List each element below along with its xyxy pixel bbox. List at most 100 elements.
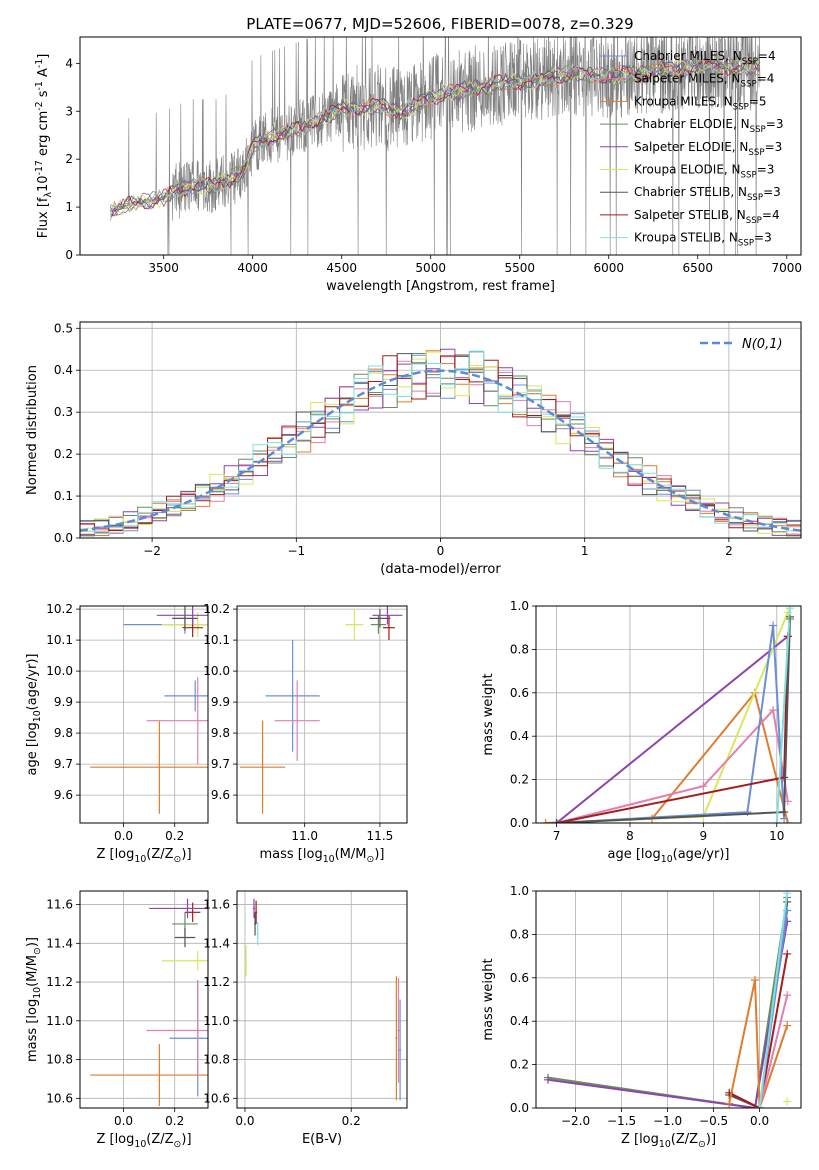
legend-label: N(0,1) [742, 337, 783, 352]
weight-marker [783, 949, 792, 958]
y-axis-label: Normed distribution [25, 365, 40, 495]
panel-mass-weight-vs-age: 7 8 9 10 0.0 0.2 0.4 0.6 0.8 1.0 age [log10(age/yr… [481, 599, 802, 865]
x-tick-label: −2.0 [561, 1114, 590, 1128]
x-axis-label: age [log10(age/yr)] [608, 847, 730, 865]
plot-area [109, 37, 761, 255]
y-tick-label: 3 [65, 104, 73, 118]
panel-spectrum: 3500 4000 4500 5000 5500 6000 6500 7000 0 1 2 3 4 wav… [34, 36, 802, 294]
legend-label-6: Chabrier STELIB, NSSP=3 [634, 185, 781, 203]
errorbar-point-7 [372, 606, 403, 625]
histogram-8 [80, 350, 801, 534]
histogram-6 [80, 353, 801, 532]
y-tick-label: 9.6 [211, 788, 230, 802]
legend-label-3: Chabrier ELODIE, NSSP=3 [634, 117, 783, 135]
y-tick-label: 11.4 [203, 936, 230, 950]
weight-marker [783, 991, 792, 1000]
weight-marker [780, 808, 789, 817]
errorbar-point-1 [397, 978, 400, 1083]
panel-residuals: −2 −1 0 1 2 0.0 0.1 0.2 0.3 0.4 0.5 (data-model)/er… [25, 321, 802, 577]
y-tick-label: 0.2 [510, 1058, 529, 1072]
errorbar-point-2 [146, 982, 208, 1079]
y-tick-label: 0.8 [510, 642, 529, 656]
y-tick-label: 9.8 [54, 726, 73, 740]
errorbar-point-2 [274, 680, 320, 761]
weight-marker [785, 606, 794, 613]
model-line-8 [109, 56, 761, 215]
axes-frame [79, 890, 209, 1109]
errorbar-point-0 [240, 720, 286, 814]
x-tick-label: 4500 [326, 261, 357, 275]
y-tick-label: 10.6 [46, 1091, 73, 1105]
x-axis-label: mass [log10(M/M⊙)] [260, 847, 385, 865]
x-axis-label: (data-model)/error [380, 562, 501, 577]
x-tick-label: 7000 [771, 261, 802, 275]
errorbar-point-6 [256, 922, 259, 946]
y-tick-label: 0.4 [510, 1014, 529, 1028]
x-tick-label: 0.2 [165, 1114, 184, 1128]
weight-line-4 [556, 625, 786, 823]
errorbar-point-5 [382, 615, 395, 641]
panel-mass-weight-vs-Z: −2.0 −1.5 −1.0 −0.5 0.0 0.0 0.2 0.4 0.6 0.8 1.0 Z [… [481, 884, 802, 1150]
panel-age-vs-Z: 0.0 0.2 9.6 9.7 9.8 9.9 10.0 10.1 10.2 Z [log10(Z… [25, 602, 209, 865]
x-tick-label: 5000 [415, 261, 446, 275]
y-tick-label: 11.4 [46, 936, 73, 950]
errorbar-point-7 [174, 927, 196, 948]
y-tick-label: 4 [65, 56, 73, 70]
weight-marker [783, 1097, 792, 1106]
plot-area [80, 348, 801, 537]
errorbar-point-7 [254, 912, 257, 936]
x-tick-label: 9 [700, 829, 708, 843]
y-tick-label: 0 [65, 248, 73, 262]
weight-line-0 [555, 635, 789, 823]
y-tick-label: 10.0 [203, 664, 230, 678]
x-tick-label: −0.5 [699, 1114, 728, 1128]
x-tick-label: −1 [287, 544, 305, 558]
y-tick-label: 0.4 [54, 363, 73, 377]
legend: N(0,1) [700, 337, 783, 352]
y-tick-label: 0.6 [510, 686, 529, 700]
y-tick-label: 0.4 [510, 729, 529, 743]
y-tick-label: 9.7 [54, 757, 73, 771]
y-tick-label: 9.8 [211, 726, 230, 740]
legend: Chabrier MILES, NSSP=4 Salpeter MILES, NS… [600, 49, 783, 249]
errorbar-point-3 [244, 945, 248, 977]
axes-frame [236, 605, 408, 824]
y-tick-label: 11.2 [203, 975, 230, 989]
x-tick-label: 0.0 [235, 1114, 254, 1128]
figure-title: PLATE=0677, MJD=52606, FIBERID=0078, z=0… [246, 15, 633, 33]
x-tick-label: 0.0 [114, 1114, 133, 1128]
weight-marker [755, 1104, 764, 1108]
weight-marker [541, 819, 550, 823]
plot-area [240, 606, 403, 814]
weight-marker [750, 975, 759, 984]
weight-marker [783, 819, 792, 823]
x-axis-label: wavelength [Angstrom, rest frame] [326, 279, 555, 294]
y-tick-label: 0.2 [510, 773, 529, 787]
y-tick-label: 0.3 [54, 405, 73, 419]
plot-area [244, 898, 402, 1101]
y-tick-label: 9.9 [54, 695, 73, 709]
axes-frame [79, 321, 802, 539]
plot-area [90, 898, 208, 1107]
weight-marker [725, 1099, 734, 1108]
x-tick-label: 3500 [148, 261, 179, 275]
legend-label-2: Kroupa MILES, NSSP=5 [634, 94, 767, 112]
axes-frame [236, 890, 408, 1109]
axes-frame [79, 36, 802, 256]
y-axis-label: mass weight [481, 673, 496, 755]
weight-marker [783, 1021, 792, 1030]
weight-marker [769, 706, 778, 715]
weight-line-0 [547, 897, 789, 1108]
weight-marker [552, 819, 561, 823]
model-line-2 [110, 57, 760, 211]
x-tick-label: 1 [581, 544, 589, 558]
y-tick-label: 1.0 [510, 884, 529, 898]
errorbar-point-1 [265, 640, 320, 752]
errorbar-point-0 [90, 1044, 208, 1107]
errorbar-point-0 [395, 976, 398, 1101]
errorbar-point-5 [252, 898, 256, 919]
errorbar-point-7 [156, 606, 208, 625]
legend-label-8: Kroupa STELIB, NSSP=3 [634, 231, 772, 249]
y-tick-label: 11.6 [203, 898, 230, 912]
